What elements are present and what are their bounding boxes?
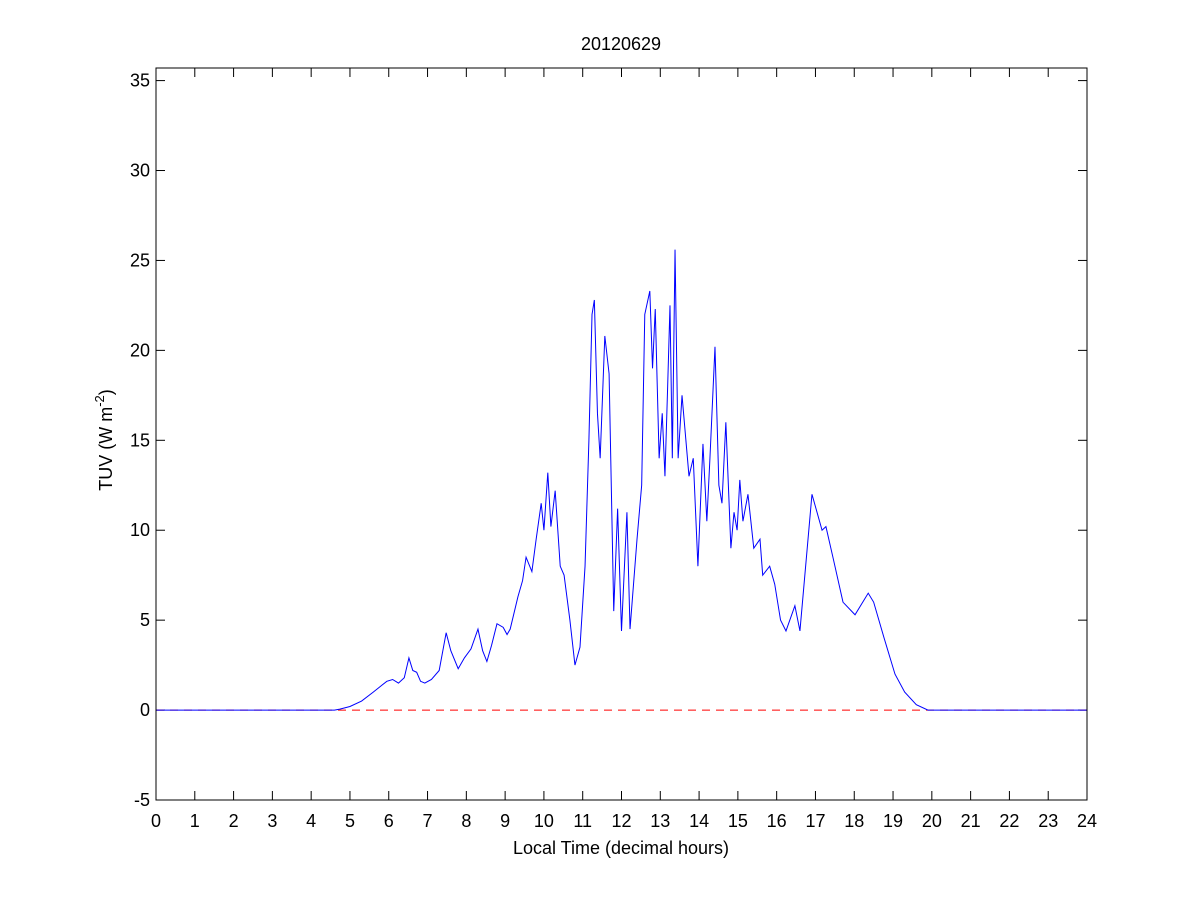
y-tick-label: 0 (140, 700, 150, 720)
x-tick-label: 20 (922, 811, 942, 831)
x-tick-label: 12 (611, 811, 631, 831)
x-tick-label: 19 (883, 811, 903, 831)
x-tick-label: 8 (461, 811, 471, 831)
x-tick-label: 22 (999, 811, 1019, 831)
y-tick-label: 5 (140, 610, 150, 630)
x-tick-label: 10 (534, 811, 554, 831)
y-label-main: TUV (W m (96, 407, 116, 491)
y-tick-label: 15 (130, 430, 150, 450)
x-tick-label: 4 (306, 811, 316, 831)
y-label-end: ) (96, 389, 116, 395)
x-tick-label: 18 (844, 811, 864, 831)
x-tick-label: 17 (805, 811, 825, 831)
x-tick-label: 3 (267, 811, 277, 831)
x-tick-label: 11 (573, 811, 592, 831)
y-axis-label: TUV (W m-2) (92, 389, 116, 491)
x-axis-label: Local Time (decimal hours) (513, 838, 729, 858)
x-tick-label: 15 (728, 811, 748, 831)
x-tick-label: 5 (345, 811, 355, 831)
x-tick-label: 9 (500, 811, 510, 831)
y-tick-label: 35 (130, 71, 150, 91)
x-tick-label: 13 (650, 811, 670, 831)
x-tick-label: 6 (384, 811, 394, 831)
data-line (156, 249, 1087, 711)
x-tick-label: 0 (151, 811, 161, 831)
x-tick-label: 16 (767, 811, 787, 831)
x-tick-label: 14 (689, 811, 709, 831)
y-tick-label: 20 (130, 340, 150, 360)
y-tick-label: 10 (130, 520, 150, 540)
x-tick-label: 7 (423, 811, 433, 831)
x-tick-label: 21 (961, 811, 981, 831)
y-label-sup: -2 (92, 395, 107, 407)
x-tick-label: 1 (190, 811, 200, 831)
y-tick-label: 30 (130, 161, 150, 181)
x-tick-label: 23 (1038, 811, 1058, 831)
x-tick-label: 2 (229, 811, 239, 831)
y-tick-label: -5 (134, 790, 150, 810)
plot-frame (155, 67, 1088, 801)
chart-title: 20120629 (581, 34, 661, 54)
x-tick-label: 24 (1077, 811, 1097, 831)
y-tick-label: 25 (130, 250, 150, 270)
